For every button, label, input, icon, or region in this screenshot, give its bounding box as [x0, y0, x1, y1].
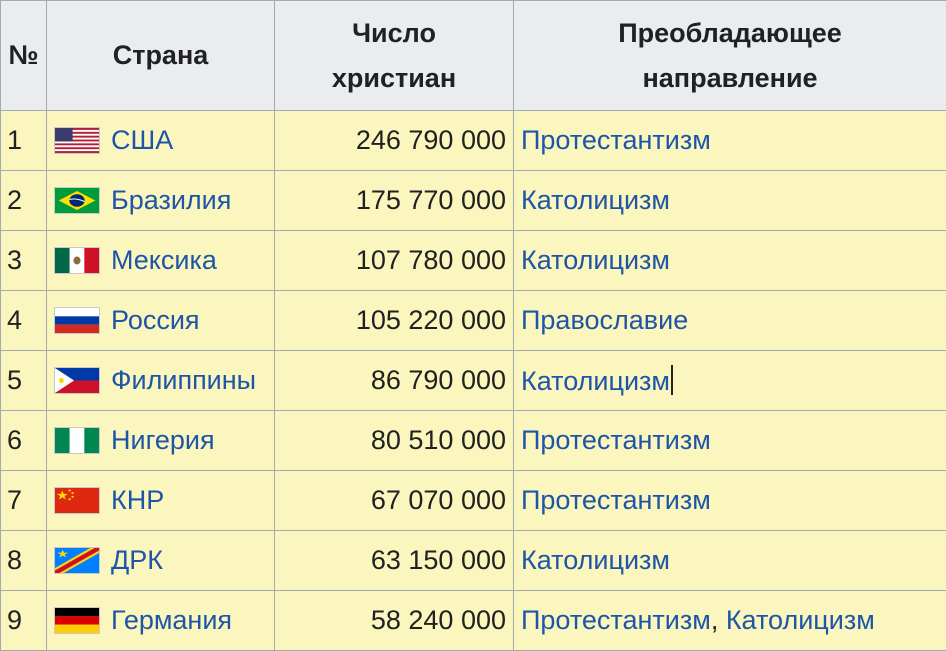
country-link[interactable]: Германия: [111, 605, 232, 636]
country-link[interactable]: США: [111, 125, 173, 156]
row-num: 6: [1, 411, 47, 471]
header-direction: Преобладающее направление: [514, 1, 946, 111]
direction-link[interactable]: Протестантизм: [521, 425, 711, 455]
christian-count: 80 510 000: [275, 411, 514, 471]
philippines-flag-icon[interactable]: [54, 367, 100, 394]
country-link[interactable]: КНР: [111, 485, 164, 516]
country-link[interactable]: Филиппины: [111, 365, 256, 396]
direction-link[interactable]: Католицизм: [521, 245, 670, 275]
germany-flag-icon[interactable]: [54, 607, 100, 634]
table-row: 6 Нигерия 80 510 000 Протестантизм: [1, 411, 946, 471]
row-num: 7: [1, 471, 47, 531]
header-direction-line1: Преобладающее: [514, 11, 946, 56]
header-num: №: [1, 1, 47, 111]
table-row: 9 Германия 58 240 000 Протестантизм, Кат…: [1, 591, 946, 651]
row-num: 3: [1, 231, 47, 291]
table-row: 8 ДРК 63 150 000 Католицизм: [1, 531, 946, 591]
direction-separator: ,: [711, 605, 726, 635]
row-num: 4: [1, 291, 47, 351]
direction-link-2[interactable]: Католицизм: [726, 605, 875, 635]
table-row: 1 США: [1, 111, 946, 171]
china-flag-icon[interactable]: [54, 487, 100, 514]
direction-link[interactable]: Протестантизм: [521, 125, 711, 155]
header-count-line2: христиан: [275, 56, 513, 101]
header-direction-line2: направление: [514, 56, 946, 101]
christian-count: 107 780 000: [275, 231, 514, 291]
row-num: 1: [1, 111, 47, 171]
header-count-line1: Число: [275, 11, 513, 56]
country-link[interactable]: Россия: [111, 305, 200, 336]
row-num: 9: [1, 591, 47, 651]
header-country: Страна: [47, 1, 275, 111]
direction-link[interactable]: Протестантизм: [521, 485, 711, 515]
direction-link[interactable]: Католицизм: [521, 185, 670, 215]
mexico-flag-icon[interactable]: [54, 247, 100, 274]
russia-flag-icon[interactable]: [54, 307, 100, 334]
direction-link[interactable]: Православие: [521, 305, 688, 335]
direction-link[interactable]: Католицизм: [521, 545, 670, 575]
christian-count: 105 220 000: [275, 291, 514, 351]
drc-flag-icon[interactable]: [54, 547, 100, 574]
table-row: 5 Филиппины 86 790 000 Католицизм: [1, 351, 946, 411]
country-link[interactable]: Мексика: [111, 245, 217, 276]
christian-count: 175 770 000: [275, 171, 514, 231]
row-num: 5: [1, 351, 47, 411]
row-num: 8: [1, 531, 47, 591]
christian-count: 86 790 000: [275, 351, 514, 411]
christian-count: 58 240 000: [275, 591, 514, 651]
header-count: Число христиан: [275, 1, 514, 111]
nigeria-flag-icon[interactable]: [54, 427, 100, 454]
usa-flag-icon[interactable]: [54, 127, 100, 154]
table-row: 4 Россия 105 220 000 Православие: [1, 291, 946, 351]
country-link[interactable]: Нигерия: [111, 425, 215, 456]
table-row: 7 КНР 67 070 0: [1, 471, 946, 531]
country-link[interactable]: ДРК: [111, 545, 163, 576]
table-row: 2 Бразилия 175 770 000 Католицизм: [1, 171, 946, 231]
country-link[interactable]: Бразилия: [111, 185, 231, 216]
direction-link[interactable]: Католицизм: [521, 366, 670, 396]
direction-link[interactable]: Протестантизм: [521, 605, 711, 635]
row-num: 2: [1, 171, 47, 231]
brazil-flag-icon[interactable]: [54, 187, 100, 214]
christian-count: 246 790 000: [275, 111, 514, 171]
christian-count: 63 150 000: [275, 531, 514, 591]
header-row: № Страна Число христиан Преобладающее на…: [1, 1, 946, 111]
text-cursor: [671, 365, 673, 395]
table-row: 3 Мексика 107 780 000 Католицизм: [1, 231, 946, 291]
christian-count: 67 070 000: [275, 471, 514, 531]
direction-cell-editing[interactable]: Католицизм: [514, 351, 946, 411]
